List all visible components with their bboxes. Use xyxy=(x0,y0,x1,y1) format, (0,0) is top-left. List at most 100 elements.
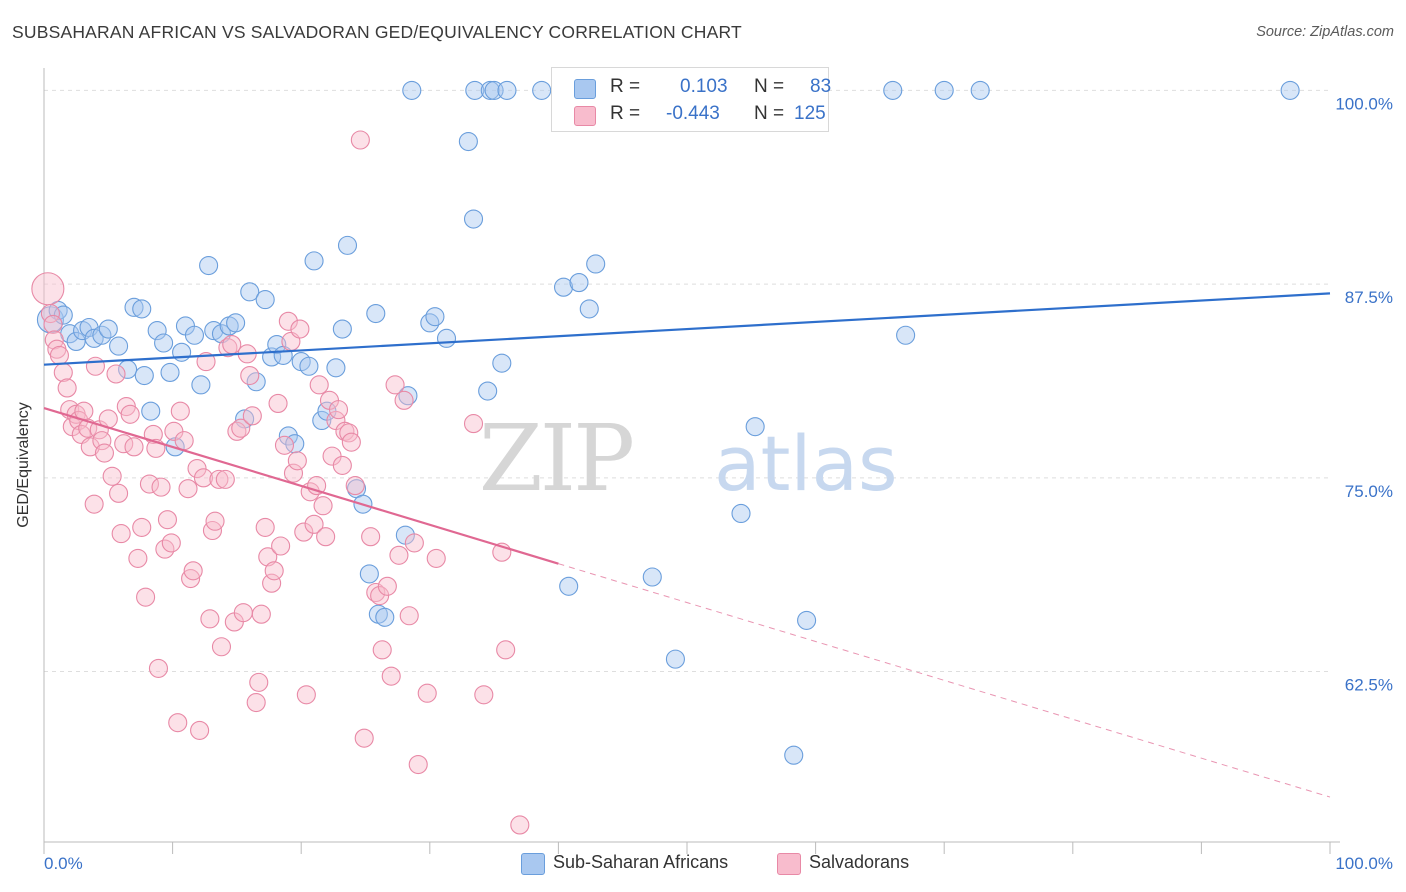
subsaharan-point xyxy=(665,649,685,669)
subsaharan-point xyxy=(332,319,352,339)
subsaharan-point xyxy=(359,564,379,584)
salvadoran-point xyxy=(120,404,140,424)
salvadoran-point xyxy=(255,517,275,537)
subsaharan-point xyxy=(579,299,599,319)
subsaharan-point xyxy=(160,362,180,382)
salvadoran-point xyxy=(231,418,251,438)
watermark: ZIP atlas xyxy=(479,405,898,512)
salvadoran-point xyxy=(377,576,397,596)
subsaharan-point xyxy=(147,321,167,341)
salvadoran-point xyxy=(187,458,207,479)
salvadoran-point xyxy=(408,754,428,775)
axes xyxy=(43,68,1340,854)
salvadoran-point xyxy=(242,406,262,426)
y-tick-label: 87.5% xyxy=(1345,288,1393,307)
salvadoran-point xyxy=(341,432,361,452)
subsaharan-point xyxy=(84,328,104,348)
subsaharan-point xyxy=(559,576,579,596)
subsaharan-point xyxy=(745,417,765,437)
subsaharan-point xyxy=(497,80,517,100)
salvadoran-point xyxy=(313,496,333,516)
legend-n-label: N = xyxy=(754,76,785,97)
subsaharan-point xyxy=(642,567,662,587)
source-label: Source: ZipAtlas.com xyxy=(1256,24,1394,40)
subsaharan-point xyxy=(172,342,192,362)
y-tick-label: 75.0% xyxy=(1345,482,1393,501)
salvadoran-point xyxy=(328,400,349,420)
subsaharan-point xyxy=(124,297,144,317)
salvadoran-point xyxy=(111,524,131,544)
salvadoran-point xyxy=(181,569,201,589)
legend-n-value: 83 xyxy=(810,76,832,97)
salvadoran-point xyxy=(178,479,198,499)
grid-lines xyxy=(44,89,1330,673)
subsaharan-point xyxy=(436,328,457,348)
subsaharan-point xyxy=(553,277,574,297)
legend-n-label: N = xyxy=(754,103,785,124)
salvadoran-point xyxy=(385,375,405,395)
x-tick-label: 0.0% xyxy=(44,854,83,873)
subsaharan-point xyxy=(970,80,990,100)
legend-r-label: R = xyxy=(610,103,641,124)
salvadoran-point xyxy=(85,356,105,376)
salvadoran-point xyxy=(233,603,253,623)
salvadoran-point xyxy=(240,365,260,386)
subsaharan-point xyxy=(204,321,224,341)
subsaharan-point xyxy=(326,358,346,378)
subsaharan-point xyxy=(532,80,552,100)
salvadoran-point xyxy=(345,476,365,496)
correlation-legend: R = 0.103 N = 83 R = -0.443 N = 125 xyxy=(551,67,832,132)
subsaharan-point xyxy=(465,80,485,100)
salvadoran-point xyxy=(31,272,65,306)
subsaharan-point xyxy=(184,325,205,345)
y-tick-label: 100.0% xyxy=(1335,94,1393,113)
salvadoran-point xyxy=(157,510,178,530)
salvadoran-point xyxy=(128,548,148,568)
salvadoran-point xyxy=(361,527,381,547)
subsaharan-point xyxy=(425,307,445,327)
salvadoran-point xyxy=(49,345,69,365)
salvadoran-point xyxy=(94,443,114,463)
salvadoran-point xyxy=(262,573,282,593)
subsaharan-point xyxy=(267,334,287,355)
salvadoran-point xyxy=(222,334,242,355)
salvadoran-point xyxy=(381,666,401,686)
salvadoran-point xyxy=(290,319,310,339)
salvadoran-point xyxy=(136,587,156,607)
salvadoran-point xyxy=(399,606,419,626)
y-tick-label: 62.5% xyxy=(1345,676,1393,695)
subsaharan-point xyxy=(199,255,219,276)
subsaharan-point xyxy=(458,131,478,152)
salvadoran-point xyxy=(114,434,134,454)
salvadoran-point xyxy=(296,685,316,705)
subsaharan-point xyxy=(586,254,606,274)
salvadoran-point xyxy=(200,609,220,629)
subsaharan-point xyxy=(366,304,386,324)
salvadoran-point xyxy=(132,517,152,537)
salvadoran-point xyxy=(251,604,271,624)
legend-r-value: -0.443 xyxy=(666,103,720,124)
subsaharan-point xyxy=(731,503,751,524)
salvadoran-point xyxy=(170,401,190,421)
subsaharan-point xyxy=(337,235,358,255)
subsaharan-point xyxy=(1280,80,1300,100)
salvadoran-point xyxy=(80,437,100,457)
salvadoran-point xyxy=(168,713,188,733)
salvadoran-point xyxy=(139,474,160,494)
salvadoran-point xyxy=(205,511,225,531)
subsaharan-point xyxy=(255,290,275,310)
salvadoran-point xyxy=(283,463,304,483)
salvadoran-point xyxy=(510,815,530,835)
subsaharan-point xyxy=(312,410,332,431)
subsaharan-point xyxy=(883,80,903,100)
subsaharan-point xyxy=(402,80,422,100)
salvadoran-point xyxy=(109,483,129,503)
salvadoran-point xyxy=(463,414,484,434)
subsaharan-point xyxy=(420,313,440,333)
subsaharan-point xyxy=(463,209,484,229)
salvadoran-point xyxy=(174,431,194,451)
salvadoran-point xyxy=(274,435,295,455)
subsaharan-point xyxy=(240,282,260,302)
salvadoran-point xyxy=(394,390,414,410)
trend-line-salvadoran-extension xyxy=(558,563,1331,798)
